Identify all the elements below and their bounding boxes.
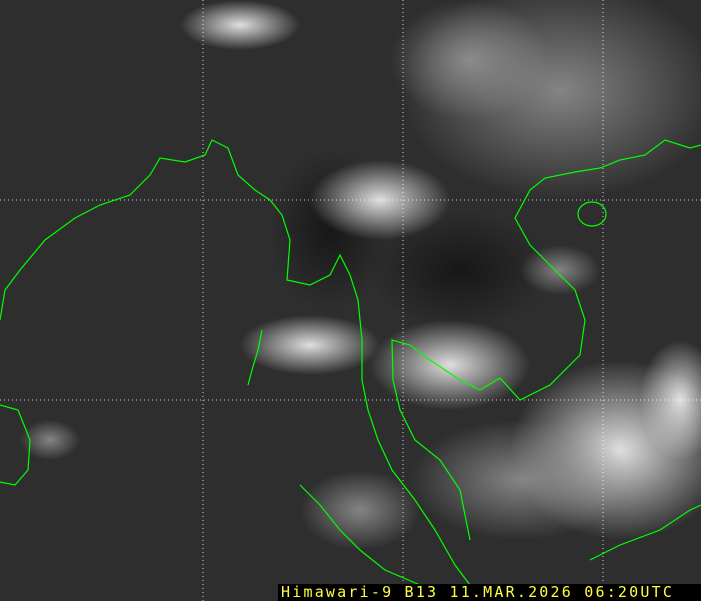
cloud-field bbox=[20, 0, 701, 550]
image-caption: Himawari-9 B13 11.MAR.2026 06:20UTC bbox=[278, 584, 701, 601]
coastlines bbox=[0, 139, 701, 586]
